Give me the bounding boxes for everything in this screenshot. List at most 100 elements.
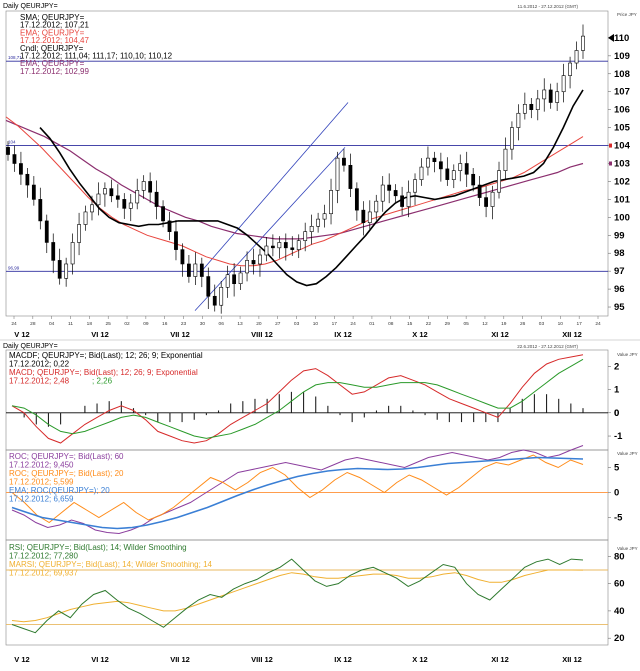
ema-roc-line bbox=[11, 456, 584, 530]
roc-axis-tick-label: -5 bbox=[614, 513, 623, 524]
price-axis-tick-label: 110 bbox=[614, 33, 629, 44]
date-tick-label: 19 bbox=[501, 321, 507, 327]
date-tick-label: 09 bbox=[143, 321, 149, 327]
legend-price: SMA; QEURJPY= bbox=[20, 13, 85, 22]
macd-axis-tick-label: -1 bbox=[614, 431, 623, 442]
candle-body bbox=[303, 231, 308, 241]
date-tick-label: 30 bbox=[200, 321, 206, 327]
date-tick-label: 27 bbox=[275, 321, 281, 327]
date-tick-label: 24 bbox=[350, 321, 356, 327]
candle-body bbox=[458, 163, 463, 171]
trend-channel-lower bbox=[199, 102, 349, 274]
legend-macd: MACD; QEURJPY=; Bid(Last); 12; 26; 9; Ex… bbox=[9, 368, 198, 377]
month-label-bottom: VI 12 bbox=[91, 655, 109, 664]
candle-body bbox=[574, 50, 579, 64]
candle-body bbox=[109, 188, 114, 197]
date-tick-label: 24 bbox=[11, 321, 17, 327]
month-label-bottom: VII 12 bbox=[170, 655, 190, 664]
p1-scale-label: Price JPY bbox=[617, 12, 637, 17]
price-axis-tick-label: 102 bbox=[614, 176, 630, 187]
candle-body bbox=[141, 181, 146, 191]
candle-body bbox=[451, 170, 456, 180]
macd-signal-line bbox=[11, 358, 584, 439]
candle-body bbox=[542, 89, 547, 100]
legend-price: Cndl; QEURJPY= bbox=[20, 44, 84, 53]
candle-body bbox=[180, 249, 185, 265]
candle-body bbox=[283, 242, 288, 249]
date-tick-label: 08 bbox=[388, 321, 394, 327]
price-axis-tick-label: 96 bbox=[614, 284, 625, 295]
date-tick-label: 04 bbox=[49, 321, 55, 327]
price-axis-tick-label: 95 bbox=[614, 302, 625, 313]
date-tick-label: 17 bbox=[576, 321, 582, 327]
candle-body bbox=[419, 166, 424, 180]
month-label: VIII 12 bbox=[251, 330, 273, 339]
p3-value-label: Value JPY bbox=[617, 451, 638, 456]
candle-body bbox=[374, 200, 379, 213]
candle-body bbox=[206, 276, 211, 297]
candle-body bbox=[581, 35, 585, 51]
month-label-bottom: XI 12 bbox=[491, 655, 509, 664]
legend-roc: 17.12.2012; 5,599 bbox=[9, 478, 74, 487]
legend-macd: 17.12.2012; 2,48 bbox=[9, 377, 70, 386]
legend-price: EMA; QEURJPY= bbox=[20, 28, 85, 37]
candle-body bbox=[535, 98, 540, 110]
candle-body bbox=[348, 164, 353, 189]
p2-value-label: Value JPY bbox=[617, 352, 638, 357]
price-axis-tick-label: 105 bbox=[614, 123, 631, 134]
candle-body bbox=[264, 245, 269, 256]
date-tick-label: 13 bbox=[237, 321, 243, 327]
date-tick-label: 24 bbox=[595, 321, 601, 327]
candle-body bbox=[413, 179, 417, 193]
candle-body bbox=[490, 191, 495, 207]
candle-body bbox=[484, 197, 488, 207]
candle-body bbox=[161, 206, 165, 222]
legend-macd: MACDF; QEURJPY=; Bid(Last); 12; 26; 9; E… bbox=[9, 351, 203, 360]
candle-body bbox=[270, 245, 275, 249]
candle-body bbox=[212, 295, 217, 306]
candle-body bbox=[277, 242, 282, 249]
price-axis-tick-label: 104 bbox=[614, 141, 631, 152]
candle-body bbox=[471, 173, 476, 186]
candle-body bbox=[25, 173, 30, 186]
legend-roc: EMA; ROC(QEURJPY=); 20 bbox=[9, 486, 110, 495]
roc20-line bbox=[11, 454, 584, 524]
last-price-marker bbox=[608, 33, 614, 42]
month-label: IX 12 bbox=[334, 330, 352, 339]
candle-body bbox=[561, 75, 566, 93]
candle-body bbox=[245, 260, 249, 274]
legend-macd: 17.12.2012; 0,22 bbox=[9, 360, 70, 369]
candle-body bbox=[258, 254, 262, 265]
marsi-line bbox=[11, 569, 584, 623]
date-tick-label: 26 bbox=[520, 321, 526, 327]
candle-body bbox=[516, 112, 521, 128]
date-tick-label: 10 bbox=[313, 321, 319, 327]
candle-body bbox=[464, 163, 469, 175]
candle-body bbox=[199, 263, 204, 277]
candle-body bbox=[290, 247, 295, 250]
candle-body bbox=[6, 147, 10, 155]
candle-body bbox=[477, 184, 482, 198]
month-label: V 12 bbox=[14, 330, 29, 339]
roc60-line bbox=[11, 445, 584, 535]
date-tick-label: 18 bbox=[87, 321, 93, 327]
price-axis-tick-label: 103 bbox=[614, 159, 630, 170]
candle-body bbox=[238, 272, 243, 285]
candle-body bbox=[387, 184, 392, 191]
candle-body bbox=[77, 224, 81, 243]
price-axis-tick-label: 97 bbox=[614, 266, 625, 277]
month-label: XI 12 bbox=[491, 330, 509, 339]
legend-price: 17.12.2012; 102,99 bbox=[20, 67, 90, 76]
rsi-axis-tick-label: 60 bbox=[614, 579, 625, 590]
candle-body bbox=[83, 211, 88, 225]
date-tick-label: 06 bbox=[219, 321, 225, 327]
ema-long-line bbox=[5, 119, 584, 240]
candle-body bbox=[12, 154, 17, 164]
candle-body bbox=[57, 260, 62, 279]
legend-rsi: 17.12.2012; 77,280 bbox=[9, 552, 79, 561]
legend-rsi: MARSI; QEURJPY=; Bid(Last); 14; Wilder S… bbox=[9, 560, 213, 569]
candle-body bbox=[232, 274, 237, 285]
candle-body bbox=[380, 184, 385, 202]
